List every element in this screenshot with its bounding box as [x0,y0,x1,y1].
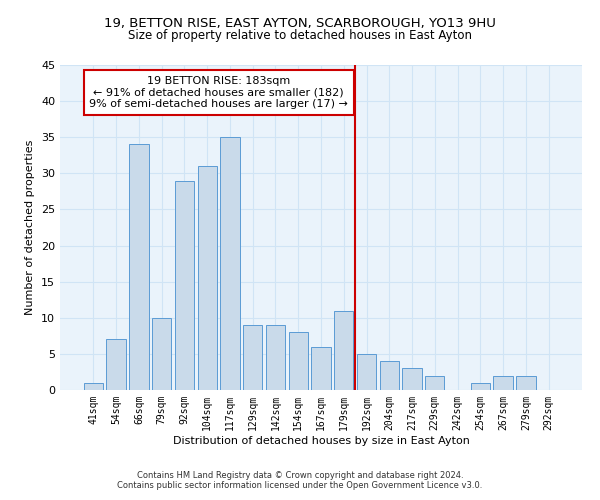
Bar [311,346,331,390]
Text: 19 BETTON RISE: 183sqm
← 91% of detached houses are smaller (182)
9% of semi-det: 19 BETTON RISE: 183sqm ← 91% of detached… [89,76,348,109]
Bar [175,180,194,390]
Bar [84,383,103,390]
Bar [197,166,217,390]
Bar [357,354,376,390]
Text: Contains public sector information licensed under the Open Government Licence v3: Contains public sector information licen… [118,481,482,490]
Bar [220,137,239,390]
Bar [380,361,399,390]
Bar [493,376,513,390]
Bar [289,332,308,390]
Bar [403,368,422,390]
X-axis label: Distribution of detached houses by size in East Ayton: Distribution of detached houses by size … [173,436,469,446]
Text: Size of property relative to detached houses in East Ayton: Size of property relative to detached ho… [128,29,472,42]
Y-axis label: Number of detached properties: Number of detached properties [25,140,35,315]
Bar [516,376,536,390]
Text: Contains HM Land Registry data © Crown copyright and database right 2024.: Contains HM Land Registry data © Crown c… [137,471,463,480]
Bar [129,144,149,390]
Text: 19, BETTON RISE, EAST AYTON, SCARBOROUGH, YO13 9HU: 19, BETTON RISE, EAST AYTON, SCARBOROUGH… [104,18,496,30]
Bar [266,325,285,390]
Bar [425,376,445,390]
Bar [106,340,126,390]
Bar [152,318,172,390]
Bar [334,310,353,390]
Bar [470,383,490,390]
Bar [243,325,262,390]
